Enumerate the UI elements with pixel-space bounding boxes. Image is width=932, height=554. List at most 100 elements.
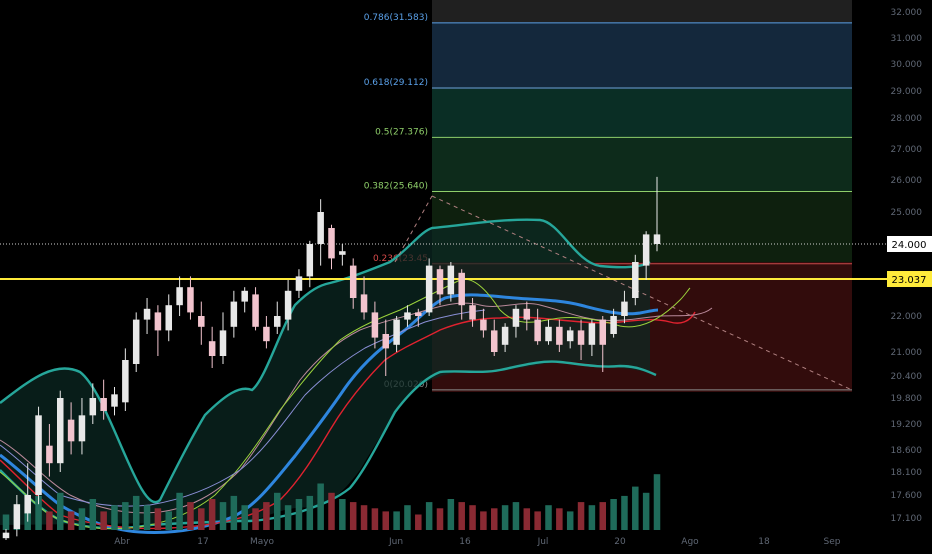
candle-body	[349, 265, 357, 298]
candle-body	[610, 316, 617, 334]
price-tick-label: 31.000	[891, 34, 923, 44]
volume-bar	[404, 505, 411, 530]
candle-body	[111, 394, 118, 407]
candle-body	[176, 287, 183, 306]
volume-bar	[252, 508, 259, 530]
volume-bar	[621, 495, 628, 530]
price-tick-label: 26.000	[891, 176, 923, 186]
candle-body	[46, 445, 53, 464]
candle-body	[642, 234, 650, 266]
price-tick-label: 25.000	[891, 208, 923, 218]
volume-bar	[132, 495, 140, 530]
candle-body	[143, 308, 151, 320]
volume-bar	[241, 505, 248, 530]
candle-body	[382, 334, 390, 349]
volume-bar	[165, 511, 173, 530]
candle-body	[447, 265, 455, 295]
volume-bar	[556, 508, 563, 530]
volume-bar	[393, 511, 400, 530]
volume-bar	[469, 505, 476, 530]
price-tick-label: 32.000	[891, 8, 923, 18]
candle-body	[588, 323, 596, 345]
candle-body	[469, 305, 476, 320]
candle-body	[56, 398, 64, 464]
candle-body	[230, 301, 238, 327]
volume-bar	[653, 474, 661, 530]
candle-body	[632, 262, 639, 298]
candle-body	[545, 326, 552, 342]
price-tick-label: 18.600	[891, 446, 923, 456]
candle-body	[490, 330, 498, 352]
price-tick-label: 19.200	[891, 420, 923, 430]
candle-body	[458, 272, 465, 306]
candle-body	[273, 316, 281, 327]
volume-bar	[501, 505, 509, 530]
time-tick-label: Mayo	[250, 537, 275, 547]
volume-bar	[458, 502, 465, 530]
volume-bar	[284, 505, 292, 530]
trend-line[interactable]	[431, 195, 853, 391]
volume-bar	[2, 514, 10, 530]
candle-body	[404, 312, 411, 320]
volume-bar	[230, 495, 238, 530]
time-tick-label: Sep	[824, 537, 841, 547]
volume-bar	[490, 508, 498, 530]
candle-body	[24, 495, 31, 514]
volume-bar	[577, 502, 585, 530]
fib-level-label: 0.382(25.640)	[364, 182, 428, 192]
time-axis: Abr 17 Mayo Jun 16 Jul 20 Ago 18 Sep	[114, 537, 841, 547]
candle-body	[328, 228, 335, 259]
volume-bar	[143, 505, 151, 530]
fib-level-label: 0.618(29.112)	[364, 78, 428, 88]
candle-body	[556, 326, 563, 345]
volume-bar	[545, 505, 552, 530]
volume-bar	[512, 502, 520, 530]
candle-body	[35, 415, 42, 495]
candle-body	[599, 319, 607, 345]
candle-body	[13, 504, 21, 529]
volume-bar	[46, 511, 53, 530]
candle-body	[252, 294, 259, 327]
time-tick-label: 17	[197, 537, 208, 547]
candle-body	[241, 290, 248, 302]
fib-level-label: 0.786(31.583)	[364, 13, 428, 23]
candle-body	[284, 290, 292, 320]
time-tick-label: 20	[614, 537, 626, 547]
candle-body	[165, 305, 173, 331]
candle-body	[523, 308, 531, 320]
candle-body	[393, 319, 400, 345]
volume-bar	[273, 492, 281, 530]
candle-body	[122, 360, 129, 403]
support-price-label: 23.037	[892, 275, 927, 286]
ma-green	[0, 278, 691, 530]
time-tick-label: Ago	[681, 537, 699, 547]
volume-bar	[78, 508, 86, 530]
time-tick-label: 16	[459, 537, 471, 547]
price-tick-label: 17.600	[891, 491, 923, 501]
candle-body	[360, 294, 368, 313]
volume-bar	[534, 511, 541, 530]
volume-bar	[339, 499, 346, 530]
volume-bar	[447, 499, 455, 530]
volume-bar	[632, 486, 639, 530]
candle-body	[2, 532, 10, 539]
candle-body	[339, 251, 346, 255]
volume-bar	[523, 508, 531, 530]
volume-bar	[371, 508, 379, 530]
volume-bar	[415, 514, 422, 530]
candle-body	[621, 301, 628, 316]
candle-body	[534, 319, 541, 342]
support-price-tag: 23.037	[887, 271, 932, 287]
volume-bar	[588, 505, 596, 530]
candle-body	[371, 312, 379, 338]
volume-bar	[122, 502, 129, 530]
volume-bar	[176, 492, 183, 530]
candle-body	[306, 244, 314, 277]
volume-bar	[480, 511, 487, 530]
price-tick-label: 28.000	[891, 114, 923, 124]
price-tick-label: 30.000	[891, 60, 923, 70]
candle-body	[566, 330, 574, 342]
time-tick-label: Abr	[114, 537, 130, 547]
